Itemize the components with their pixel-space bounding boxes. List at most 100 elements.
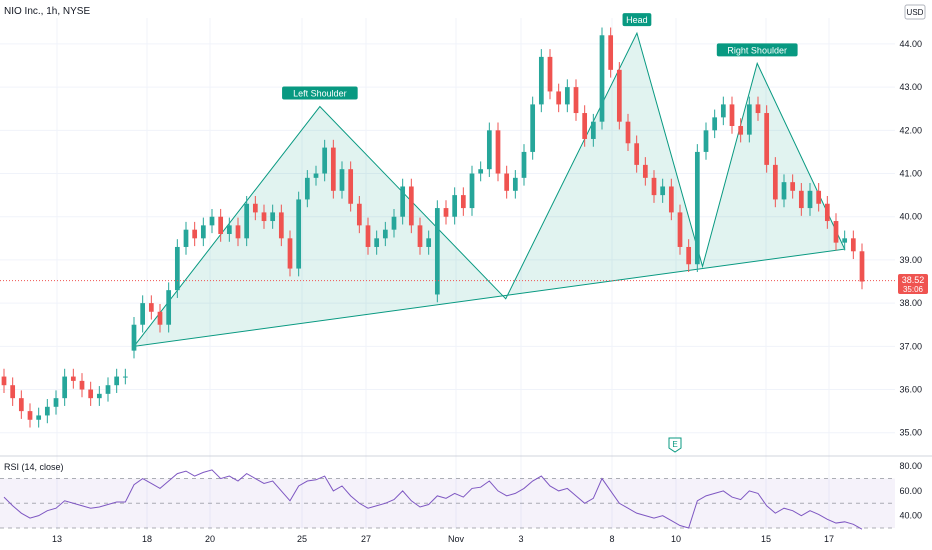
candle xyxy=(140,303,146,325)
candle xyxy=(261,212,267,222)
rsi-tick-label: 40.00 xyxy=(899,511,922,521)
time-tick-label: 3 xyxy=(518,534,523,544)
candle xyxy=(625,121,631,144)
candle xyxy=(599,35,605,122)
candle xyxy=(183,229,189,247)
candle xyxy=(417,225,423,247)
candle xyxy=(174,246,180,291)
candle xyxy=(313,173,319,178)
candle xyxy=(400,186,406,217)
candle xyxy=(122,376,128,378)
candle xyxy=(235,225,241,239)
candle xyxy=(538,56,544,105)
candle xyxy=(157,311,163,325)
candle xyxy=(668,186,674,213)
time-tick-label: 25 xyxy=(297,534,307,544)
price-tick-label: 37.00 xyxy=(899,341,922,351)
candle xyxy=(192,229,198,239)
price-tick-label: 41.00 xyxy=(899,169,922,179)
candlestick-series xyxy=(1,27,865,428)
price-tick-label: 36.00 xyxy=(899,385,922,395)
candle xyxy=(608,35,614,70)
candle xyxy=(218,216,224,234)
candle xyxy=(738,126,744,135)
candle xyxy=(96,393,102,399)
rsi-tick-label: 80.00 xyxy=(899,461,922,471)
candle xyxy=(252,203,258,213)
candle xyxy=(547,56,553,92)
time-tick-label: 18 xyxy=(142,534,152,544)
candle xyxy=(70,376,76,381)
candle xyxy=(677,212,683,247)
rsi-levels xyxy=(0,478,895,529)
candle xyxy=(200,225,206,239)
time-tick-label: Nov xyxy=(448,534,465,544)
candle xyxy=(10,385,16,399)
candle xyxy=(850,238,856,252)
left-shoulder-label[interactable]: Left Shoulder xyxy=(282,86,358,100)
candle xyxy=(486,130,492,170)
rsi-axis: 40.00 60.00 80.00 xyxy=(899,461,922,520)
time-tick-label: 8 xyxy=(609,534,614,544)
candle xyxy=(1,376,7,386)
candle xyxy=(521,151,527,178)
candle xyxy=(18,398,24,412)
candle xyxy=(426,238,432,247)
candle xyxy=(408,186,414,226)
candle xyxy=(79,380,85,390)
candle xyxy=(382,229,388,239)
candle xyxy=(278,212,284,239)
candle xyxy=(512,177,518,191)
candle xyxy=(556,91,562,105)
candle xyxy=(434,208,440,295)
time-tick-label: 13 xyxy=(52,534,62,544)
candle xyxy=(790,182,796,191)
candle xyxy=(833,221,839,243)
head-and-shoulders-pattern[interactable] xyxy=(132,31,846,347)
price-tick-label: 38.00 xyxy=(899,298,922,308)
candle xyxy=(27,411,33,420)
rsi-line xyxy=(3,469,863,530)
price-tick-label: 44.00 xyxy=(899,39,922,49)
candle xyxy=(859,251,865,282)
candle xyxy=(573,87,579,114)
candle xyxy=(642,164,648,178)
earnings-marker[interactable]: E xyxy=(668,437,682,453)
svg-text:Left Shoulder: Left Shoulder xyxy=(293,89,347,99)
candle xyxy=(703,130,709,152)
candle xyxy=(322,147,328,174)
head-label[interactable]: Head xyxy=(622,13,652,27)
candle xyxy=(287,238,293,269)
price-tick-label: 39.00 xyxy=(899,255,922,265)
candle xyxy=(296,199,302,269)
candle xyxy=(53,398,59,407)
candle xyxy=(798,190,804,209)
candle xyxy=(330,147,336,191)
candle xyxy=(686,246,692,265)
candle xyxy=(443,208,449,217)
candle xyxy=(590,121,596,139)
candle xyxy=(504,173,510,191)
candle xyxy=(36,415,42,420)
candle xyxy=(720,104,726,118)
candle xyxy=(270,212,276,222)
time-tick-label: 10 xyxy=(671,534,681,544)
price-tick-label: 40.00 xyxy=(899,212,922,222)
candle xyxy=(391,216,397,230)
time-axis[interactable]: 13 18 20 25 27 Nov 3 8 10 15 17 xyxy=(52,534,834,544)
candle xyxy=(131,324,137,351)
candle xyxy=(356,203,362,226)
candle xyxy=(88,389,94,399)
candle xyxy=(634,143,640,165)
price-axis[interactable]: 35.00 36.00 37.00 38.00 39.00 40.00 41.00 42.00… xyxy=(899,39,922,438)
candle xyxy=(62,376,68,399)
candle xyxy=(452,195,458,217)
candle xyxy=(469,173,475,209)
svg-text:35:06: 35:06 xyxy=(903,285,924,294)
candle xyxy=(365,225,371,247)
candle xyxy=(816,190,822,204)
rsi-tick-label: 60.00 xyxy=(899,486,922,496)
currency-badge[interactable]: USD xyxy=(904,4,926,20)
right-shoulder-label[interactable]: Right Shoulder xyxy=(716,43,798,57)
